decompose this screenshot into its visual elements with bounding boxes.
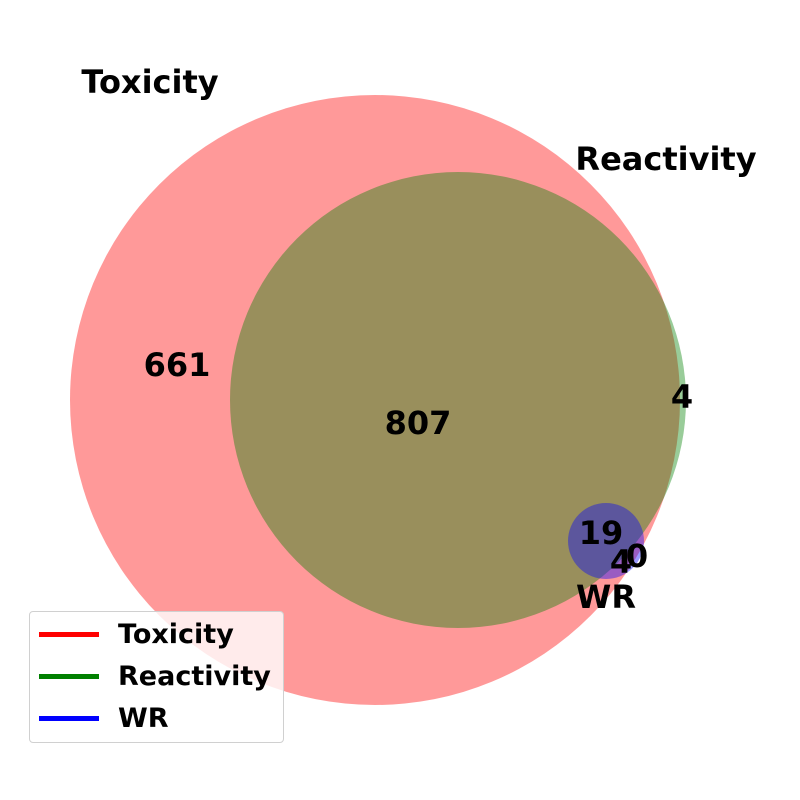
region-count-all-three: 19 (579, 514, 624, 552)
legend-label-reactivity: Reactivity (118, 661, 271, 692)
legend-item-reactivity: Reactivity (30, 657, 283, 697)
region-counts: 661 807 4 19 4 0 (144, 346, 694, 581)
reactivity-circle (230, 172, 686, 628)
wr-set-title: WR (576, 578, 636, 616)
set-titles: Toxicity Reactivity WR (81, 63, 756, 616)
region-count-toxicity-reactivity: 807 (385, 404, 452, 442)
legend-swatch-toxicity (39, 632, 99, 637)
legend-label-toxicity: Toxicity (118, 619, 234, 650)
wr-circle (568, 503, 644, 579)
region-count-wr-only: 0 (626, 537, 648, 575)
legend-swatch-wr (39, 716, 99, 721)
region-count-reactivity-only: 4 (671, 378, 693, 416)
reactivity-set-title: Reactivity (575, 140, 756, 178)
legend: Toxicity Reactivity WR (29, 611, 284, 743)
legend-item-wr: WR (30, 699, 283, 739)
venn-circles (70, 95, 686, 705)
toxicity-circle (70, 95, 680, 705)
legend-label-wr: WR (118, 703, 169, 734)
legend-swatch-reactivity (39, 674, 99, 679)
legend-item-toxicity: Toxicity (30, 615, 283, 655)
toxicity-set-title: Toxicity (81, 63, 218, 101)
region-count-toxicity-only: 661 (144, 346, 211, 384)
region-count-toxicity-wr: 4 (610, 543, 632, 581)
